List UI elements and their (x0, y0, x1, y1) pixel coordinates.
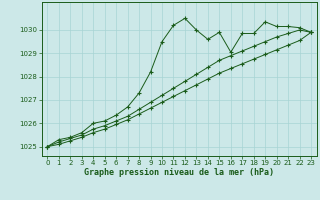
X-axis label: Graphe pression niveau de la mer (hPa): Graphe pression niveau de la mer (hPa) (84, 168, 274, 177)
